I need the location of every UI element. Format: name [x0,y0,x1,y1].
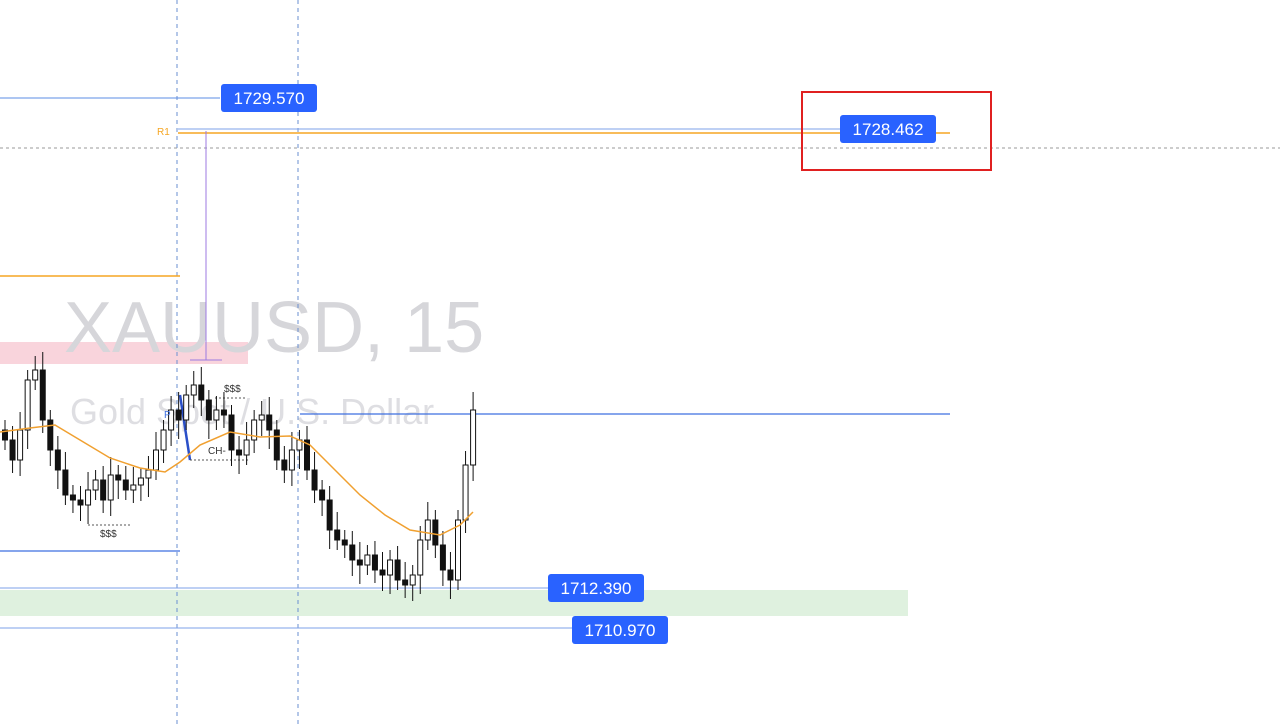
candle [213,409,220,421]
candle [69,494,76,501]
candle [364,554,371,566]
candle [220,409,227,416]
candle [356,559,363,566]
candle [153,449,159,471]
candle [175,409,182,421]
candle [470,409,477,466]
candle [439,544,446,571]
candle [160,429,167,451]
highlight-box [801,91,992,171]
candle [387,559,394,576]
candle [432,519,439,546]
candle [251,419,258,441]
candle [190,384,197,396]
candle [47,419,54,451]
pivot-label: R1 [157,127,170,138]
watermark-symbol: XAUUSD, 15 [64,288,484,368]
choch-label: CH- [208,446,226,457]
swing-line [178,394,192,461]
candle [417,539,424,576]
candle [115,474,122,481]
candle [281,459,288,471]
candle [77,499,84,506]
price-tag [572,616,668,644]
price-tag-text: 1729.570 [234,89,305,108]
supply-zone [0,342,248,364]
price-tag [221,84,317,112]
candle [455,519,461,581]
candle [145,469,152,479]
candle [130,484,137,491]
candle [183,394,190,421]
candle [243,439,250,456]
candle [273,429,280,461]
candle [424,519,431,541]
candle [85,489,92,506]
candle [205,399,212,421]
candle [326,499,333,531]
candle [409,574,416,586]
pivot-label: P [164,410,171,421]
candle [394,559,401,581]
candle [17,429,24,461]
price-tag-text: 1728.462 [853,120,924,139]
candle [319,489,326,501]
candle [304,439,310,471]
candle [122,479,129,491]
price-tag [548,574,644,602]
liquidity-label: $$$ [224,384,241,395]
candle [54,449,61,471]
moving-average [0,424,474,536]
price-tag [840,115,936,143]
price-tag-text: 1712.390 [561,579,632,598]
candle [198,384,205,401]
demand-zone [0,590,908,616]
liquidity-label: $$$ [100,529,117,540]
candle [311,469,318,491]
candle [379,569,386,576]
candle [62,469,69,496]
candle [402,579,409,586]
candle [2,429,8,441]
candle [100,479,107,501]
candle [168,409,175,431]
candle [32,369,39,381]
candle [371,554,378,571]
candle [236,449,243,456]
candle [334,529,341,541]
candle [447,569,454,581]
candle [462,464,469,521]
candle [24,379,31,431]
candle [137,477,144,486]
candle [92,479,99,491]
candle [107,474,114,501]
candle [39,369,46,421]
candle [258,414,265,421]
candle [288,449,295,471]
candles [2,352,477,601]
candle [349,544,356,561]
candle [9,439,16,461]
candle [341,539,348,546]
price-tag-text: 1710.970 [585,621,656,640]
candle [266,414,273,431]
